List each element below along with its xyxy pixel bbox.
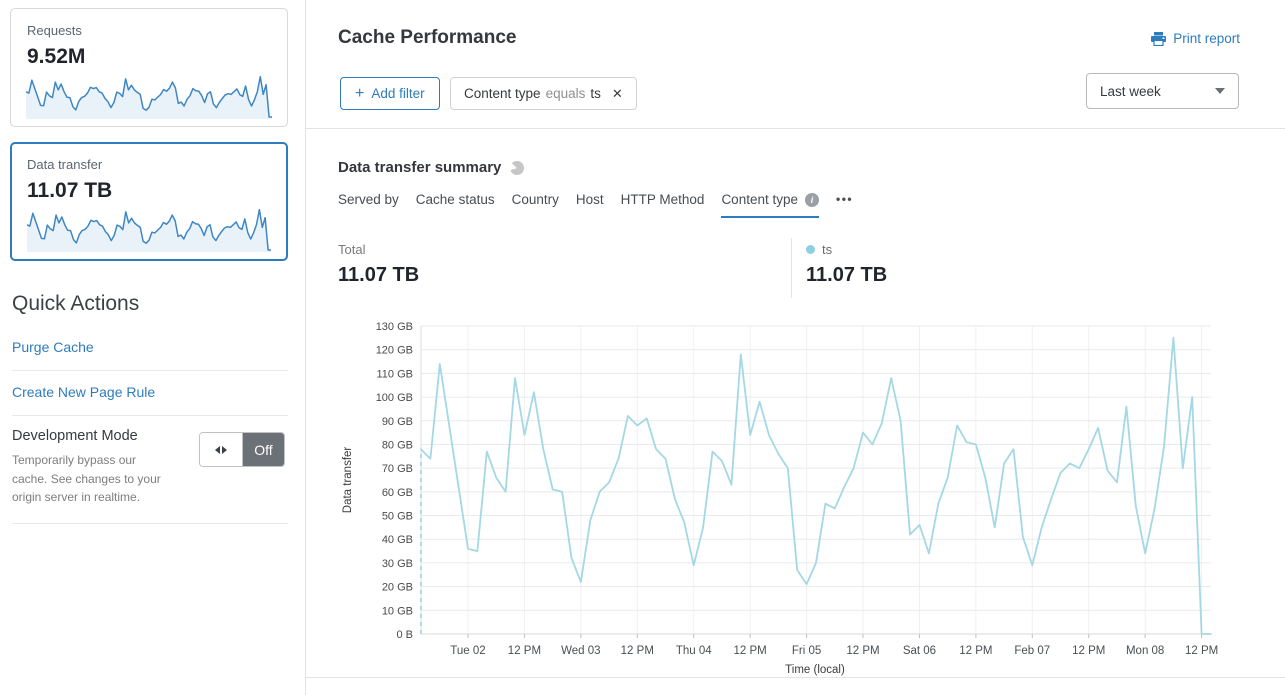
legend-dot-icon (806, 245, 815, 254)
info-icon[interactable]: i (805, 192, 819, 207)
svg-text:12 PM: 12 PM (621, 645, 654, 657)
add-filter-button[interactable]: + Add filter (340, 77, 440, 110)
analytics-sidebar: Requests 9.52M Data transfer 11.07 TB Qu… (0, 0, 305, 695)
svg-text:90 GB: 90 GB (382, 416, 413, 428)
summary-title: Data transfer summary (338, 159, 502, 176)
svg-text:12 PM: 12 PM (959, 645, 992, 657)
svg-text:Fri 05: Fri 05 (792, 645, 821, 657)
tab-http-method[interactable]: HTTP Method (620, 192, 705, 207)
svg-text:100 GB: 100 GB (376, 392, 413, 404)
svg-text:Thu 04: Thu 04 (676, 645, 712, 657)
main-header: Cache Performance Print report + Add fil… (306, 0, 1285, 129)
dev-mode-toggle-state: Off (243, 433, 284, 466)
caret-down-icon (1215, 88, 1225, 94)
legend-name: ts (822, 242, 833, 257)
svg-text:130 GB: 130 GB (376, 321, 413, 333)
tab-cache-status[interactable]: Cache status (415, 192, 495, 207)
data-transfer-card-label: Data transfer (27, 157, 103, 172)
time-range-value: Last week (1100, 83, 1161, 99)
development-mode-block: Development Mode Temporarily bypass our … (12, 416, 288, 524)
svg-text:Feb 07: Feb 07 (1014, 645, 1050, 657)
requests-card-label: Requests (27, 23, 82, 38)
data-transfer-chart[interactable]: Tue 02 12 PM Wed 03 12 PM Thu 04 12 PM Fri 05 1… (338, 318, 1238, 680)
total-block: Total 11.07 TB (338, 242, 419, 287)
svg-text:10 GB: 10 GB (382, 605, 413, 617)
add-filter-label: Add filter (371, 86, 425, 101)
svg-text:40 GB: 40 GB (382, 534, 413, 546)
requests-sparkline (26, 71, 272, 119)
total-value: 11.07 TB (338, 264, 420, 286)
svg-text:12 PM: 12 PM (1185, 645, 1218, 657)
svg-text:12 PM: 12 PM (846, 645, 879, 657)
filter-chip-value: ts (590, 86, 601, 101)
svg-text:Data transfer: Data transfer (342, 447, 354, 514)
svg-text:30 GB: 30 GB (382, 558, 413, 570)
svg-text:Wed 03: Wed 03 (561, 645, 600, 657)
svg-text:Sat 06: Sat 06 (903, 645, 936, 657)
legend-block: ts 11.07 TB (806, 242, 887, 287)
filter-chip-content-type: Content type equals ts ✕ (450, 77, 637, 110)
main-content: Cache Performance Print report + Add fil… (305, 0, 1285, 695)
filter-chip-field: Content type (464, 86, 541, 101)
development-mode-description: Temporarily bypass our cache. See change… (12, 453, 161, 505)
tab-country[interactable]: Country (511, 192, 559, 207)
quick-actions-section: Quick Actions Purge Cache Create New Pag… (12, 292, 288, 524)
toggle-arrows-icon (200, 433, 243, 466)
svg-text:20 GB: 20 GB (382, 582, 413, 594)
data-transfer-metric-card[interactable]: Data transfer 11.07 TB (10, 142, 288, 261)
tab-host[interactable]: Host (575, 192, 604, 207)
tab-served-by[interactable]: Served by (338, 192, 399, 207)
printer-icon (1151, 31, 1167, 46)
svg-text:12 PM: 12 PM (734, 645, 767, 657)
requests-metric-card[interactable]: Requests 9.52M (10, 8, 288, 127)
data-transfer-summary-section: Data transfer summary Served by Cache st… (306, 128, 1285, 695)
print-report-label: Print report (1173, 31, 1240, 46)
create-page-rule-row: Create New Page Rule (12, 371, 288, 416)
totals-divider (791, 238, 792, 298)
svg-text:Mon 08: Mon 08 (1126, 645, 1164, 657)
print-report-link[interactable]: Print report (1151, 31, 1240, 46)
svg-text:120 GB: 120 GB (376, 345, 413, 357)
purge-cache-link[interactable]: Purge Cache (12, 339, 94, 355)
svg-text:Time (local): Time (local) (785, 664, 845, 676)
dev-mode-toggle[interactable]: Off (199, 432, 285, 467)
filter-chip-close-icon[interactable]: ✕ (611, 86, 623, 101)
svg-text:12 PM: 12 PM (1072, 645, 1105, 657)
svg-text:80 GB: 80 GB (382, 439, 413, 451)
filter-chip-operator: equals (545, 86, 586, 101)
plus-icon: + (355, 84, 365, 102)
svg-text:0 B: 0 B (396, 629, 413, 641)
svg-text:12 PM: 12 PM (508, 645, 541, 657)
svg-text:110 GB: 110 GB (377, 368, 414, 380)
svg-text:60 GB: 60 GB (382, 487, 413, 499)
svg-text:Tue 02: Tue 02 (450, 645, 485, 657)
purge-cache-row: Purge Cache (12, 326, 288, 371)
development-mode-title: Development Mode (12, 428, 138, 444)
create-page-rule-link[interactable]: Create New Page Rule (12, 384, 156, 400)
svg-text:50 GB: 50 GB (382, 511, 413, 523)
svg-text:70 GB: 70 GB (382, 463, 413, 475)
summary-title-row: Data transfer summary (338, 159, 525, 176)
total-label: Total (338, 242, 366, 257)
section-divider (306, 677, 1285, 678)
summary-tabs: Served by Cache status Country Host HTTP… (338, 192, 853, 218)
legend-value: 11.07 TB (806, 264, 888, 286)
time-range-select[interactable]: Last week (1086, 73, 1239, 109)
more-tabs-icon[interactable]: ••• (836, 192, 854, 206)
quick-actions-title: Quick Actions (12, 292, 140, 315)
data-transfer-card-value: 11.07 TB (27, 179, 113, 202)
page-title: Cache Performance (338, 27, 517, 48)
requests-card-value: 9.52M (27, 45, 86, 68)
data-transfer-sparkline (27, 204, 271, 252)
tab-content-type[interactable]: Content type i (721, 192, 819, 218)
pie-chart-icon (510, 160, 525, 175)
legend-item-ts[interactable]: ts (806, 242, 887, 257)
